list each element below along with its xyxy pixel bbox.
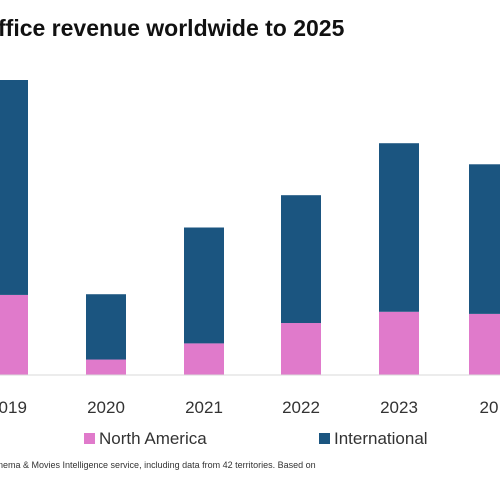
bar-international-2019 bbox=[0, 80, 28, 295]
x-tick-labels: 2019 2020 2021 2022 2023 20 bbox=[0, 398, 498, 417]
bar-international-2021 bbox=[184, 227, 224, 344]
bar-north-america-20 bbox=[469, 313, 500, 375]
legend-swatch-international bbox=[319, 433, 330, 444]
chart-title: ffice revenue worldwide to 2025 bbox=[0, 15, 345, 41]
legend: North America International bbox=[84, 429, 428, 448]
bar-north-america-2020 bbox=[86, 359, 126, 375]
x-tick-label: 2022 bbox=[282, 398, 320, 417]
legend-label-international: International bbox=[334, 429, 428, 448]
bar-north-america-2021 bbox=[184, 343, 224, 375]
source-note: nema & Movies Intelligence service, incl… bbox=[0, 460, 316, 470]
x-tick-label: 20 bbox=[480, 398, 499, 417]
x-tick-label: 2023 bbox=[380, 398, 418, 417]
bar-international-20 bbox=[469, 164, 500, 314]
bar-international-2023 bbox=[379, 143, 419, 312]
legend-swatch-north-america bbox=[84, 433, 95, 444]
x-tick-label: 2020 bbox=[87, 398, 125, 417]
bar-north-america-2022 bbox=[281, 323, 321, 375]
bar-international-2020 bbox=[86, 294, 126, 360]
bars-group bbox=[0, 80, 500, 375]
bar-north-america-2023 bbox=[379, 311, 419, 375]
bar-international-2022 bbox=[281, 195, 321, 324]
bar-north-america-2019 bbox=[0, 294, 28, 375]
legend-label-north-america: North America bbox=[99, 429, 207, 448]
x-tick-label: 2019 bbox=[0, 398, 27, 417]
x-tick-label: 2021 bbox=[185, 398, 223, 417]
